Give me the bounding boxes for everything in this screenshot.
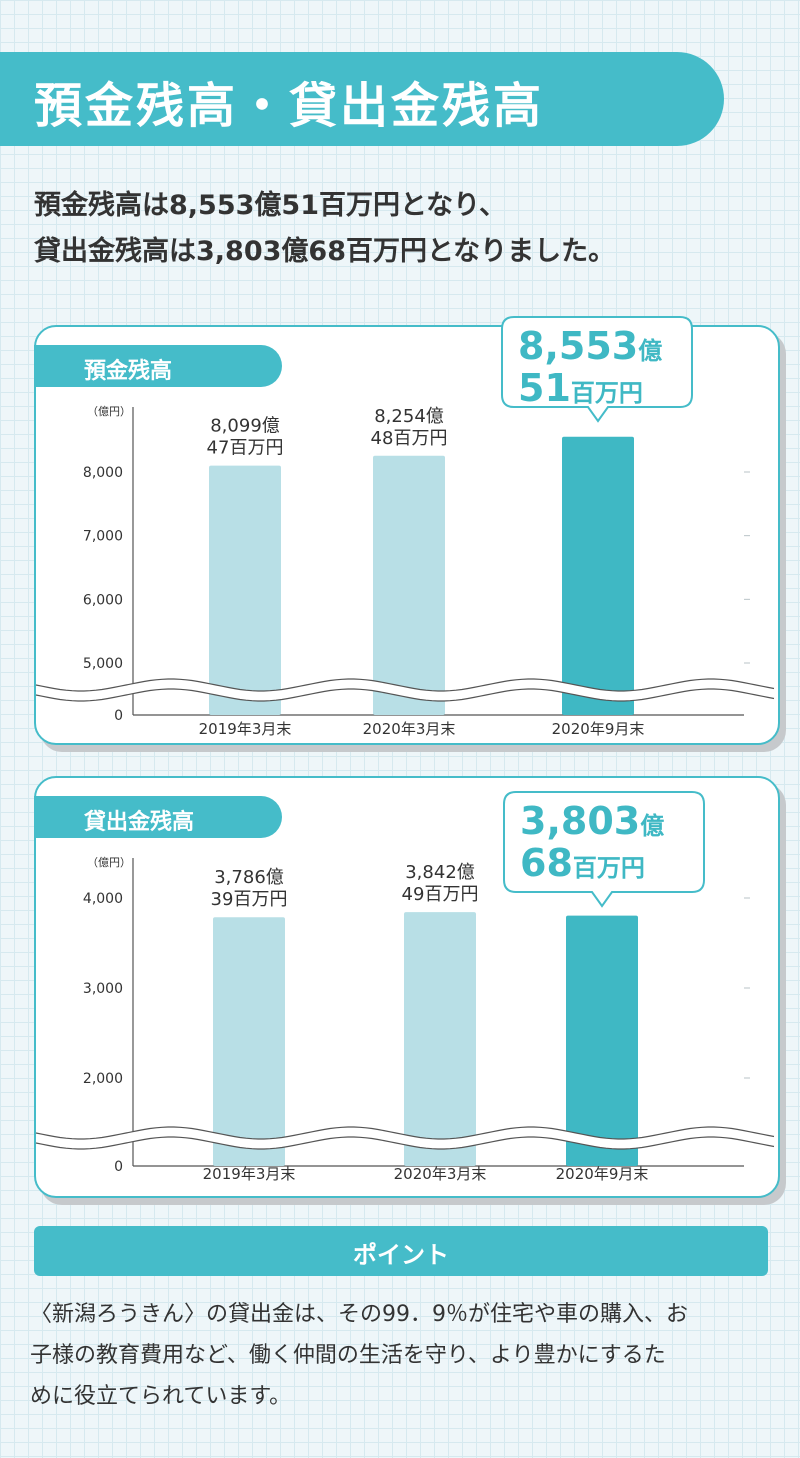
loan-category-label-2: 2020年3月末: [394, 1165, 487, 1183]
deposit-category-label-3: 2020年9月末: [552, 720, 645, 738]
deposit-chart-title: 預金残高: [84, 359, 173, 384]
loan-unit-label: （億円）: [87, 856, 131, 869]
deposit-data-label-2-line2: 48百万円: [371, 428, 448, 449]
point-banner: ポイント: [34, 1226, 768, 1276]
deposit-category-label-2: 2020年3月末: [363, 720, 456, 738]
loan-y-tick-label: 4,000: [83, 891, 123, 907]
deposit-axis-break-line-top: [35, 678, 775, 692]
loan-data-label-2-line2: 49百万円: [402, 884, 479, 905]
deposit-y-tick-label: 8,000: [83, 465, 123, 481]
point-heading: ポイント: [353, 1241, 449, 1269]
deposit-bar-2: [373, 455, 445, 715]
loan-y-tick-label: 0: [114, 1159, 123, 1175]
deposit-unit-label: （億円）: [87, 405, 131, 418]
loan-axis-break-line-bottom: [35, 1136, 775, 1150]
deposit-chart-tab: 預金残高: [34, 345, 282, 387]
deposit-y-tick-label: 0: [114, 708, 123, 724]
loan-axis-break-line-top: [35, 1126, 775, 1140]
deposit-data-label-1-line1: 8,099億: [210, 416, 280, 437]
deposit-data-label-2-line1: 8,254億: [374, 406, 444, 427]
lead-text-line-2: 貸出金残高は3,803億68百万円となりました。: [34, 236, 616, 267]
deposit-y-tick-label: 6,000: [83, 592, 123, 608]
loan-category-label-3: 2020年9月末: [556, 1165, 649, 1183]
deposit-callout-line1: 8,553億: [518, 324, 662, 368]
loan-callout-bubble: [503, 791, 705, 908]
loan-category-label-1: 2019年3月末: [203, 1165, 296, 1183]
loan-y-tick-label: 3,000: [83, 981, 123, 997]
loan-bar-2: [404, 912, 476, 1166]
loan-chart-tab: 貸出金残高: [34, 796, 282, 838]
deposit-callout-bubble: [501, 316, 693, 423]
deposit-data-label-1-line2: 47百万円: [207, 438, 284, 459]
loan-chart-title: 貸出金残高: [84, 810, 195, 835]
deposit-bar-1: [209, 465, 281, 715]
point-text-line-3: めに役立てられています。: [30, 1384, 292, 1409]
deposit-category-label-1: 2019年3月末: [199, 720, 292, 738]
deposit-y-tick-label: 5,000: [83, 656, 123, 672]
loan-data-label-1-line1: 3,786億: [214, 867, 284, 888]
deposit-axis-break-line-bottom: [35, 688, 775, 702]
title-banner: 預金残高・貸出金残高: [0, 52, 724, 146]
loan-y-tick-label: 2,000: [83, 1071, 123, 1087]
deposit-callout-line2: 51百万円: [518, 366, 643, 410]
loan-callout-line2: 68百万円: [520, 841, 645, 885]
point-text-line-1: 〈新潟ろうきん〉の貸出金は、その99．9％が住宅や車の購入、お: [30, 1302, 688, 1327]
point-text-line-2: 子様の教育費用など、働く仲間の生活を守り、より豊かにするた: [30, 1343, 666, 1368]
loan-data-label-2-line1: 3,842億: [405, 862, 475, 883]
loan-chart-panel: 貸出金残高 （億円） 0 2,000 3,000 4,000 3,786億 39百万円 201…: [34, 776, 780, 1198]
deposit-y-tick-label: 7,000: [83, 529, 123, 545]
lead-text-line-1: 預金残高は8,553億51百万円となり、: [34, 190, 507, 221]
loan-callout-line1: 3,803億: [520, 799, 664, 843]
loan-bar-3: [566, 915, 638, 1166]
loan-data-label-1-line2: 39百万円: [211, 889, 288, 910]
deposit-chart-panel: 預金残高 （億円） 0 5,000 6,000 7,000 8,000 8,099億 47百万…: [34, 316, 780, 745]
deposit-bar-3: [562, 436, 634, 715]
page-title: 預金残高・貸出金残高: [34, 78, 545, 134]
loan-bar-1: [213, 917, 285, 1166]
